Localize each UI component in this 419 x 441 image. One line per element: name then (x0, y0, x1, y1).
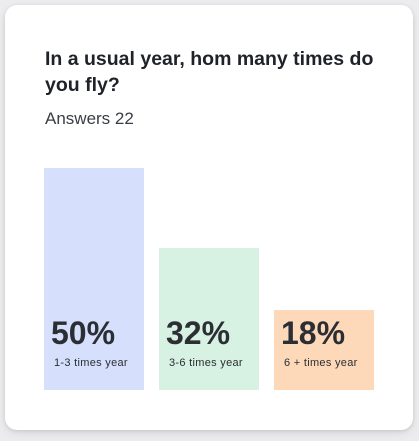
bar-value-label: 18% (281, 315, 346, 351)
bar-1: 50% 1-3 times year (44, 168, 144, 390)
bar-value-label: 32% (166, 315, 231, 351)
poll-card: In a usual year, hom many times do you f… (5, 5, 413, 430)
bar-category-label: 3-6 times year (169, 357, 243, 369)
bar-3: 18% 6 + times year (274, 310, 374, 390)
results-bar-chart: 50% 1-3 times year 32% 3-6 times year 18% 6 +… (5, 5, 413, 430)
bar-category-label: 1-3 times year (54, 357, 128, 369)
bar-value-label: 50% (51, 315, 116, 351)
poll-question: In a usual year, hom many times do you f… (45, 48, 374, 96)
answers-count: Answers 22 (45, 109, 134, 128)
bar-2: 32% 3-6 times year (159, 248, 259, 390)
bar-category-label: 6 + times year (284, 357, 358, 369)
